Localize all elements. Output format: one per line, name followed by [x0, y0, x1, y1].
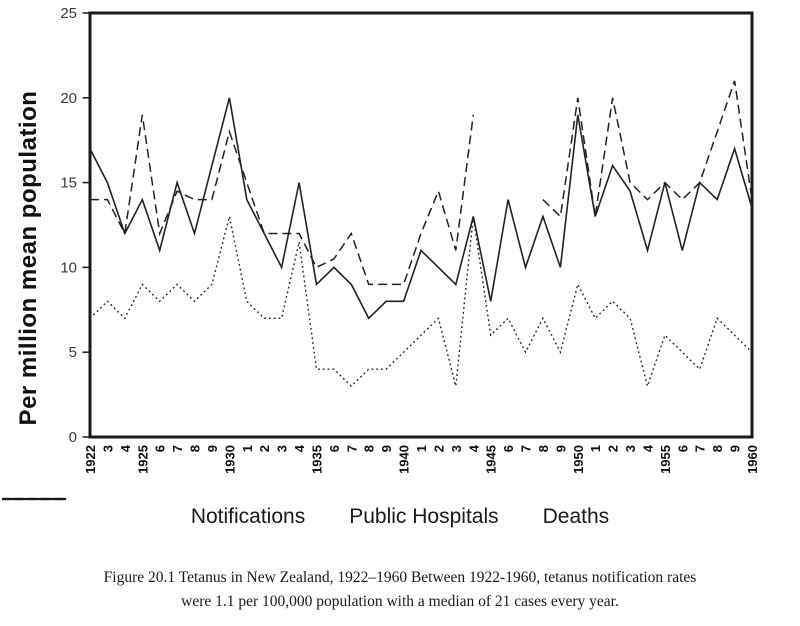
x-tick-label: 1945	[484, 445, 499, 474]
x-tick-label: 6	[675, 445, 690, 452]
public-hospitals-line	[90, 114, 475, 286]
legend-item-notifications: Notifications	[2, 497, 306, 529]
x-tick-label: 2	[431, 445, 446, 452]
x-tick-label: 3	[623, 445, 638, 452]
y-tick-label: 10	[60, 259, 77, 276]
x-tick-label: 4	[466, 444, 481, 452]
x-tick-label: 2	[257, 445, 272, 452]
y-axis-title: Per million mean population	[15, 91, 42, 426]
public-hospitals-line	[542, 80, 753, 219]
x-tick-label: 9	[205, 445, 220, 452]
x-tick-label: 3	[449, 445, 464, 452]
x-tick-label: 6	[153, 445, 168, 452]
x-tick-label: 7	[519, 445, 534, 452]
x-tick-label: 7	[170, 445, 185, 452]
legend-item-deaths: Deaths	[2, 498, 610, 529]
legend-label-public-hospitals: Public Hospitals	[349, 505, 499, 528]
x-tick-label: 8	[536, 445, 551, 452]
x-tick-label: 1960	[745, 445, 760, 474]
deaths-line	[89, 216, 753, 389]
x-tick-label: 1955	[658, 445, 673, 474]
x-tick-label: 1	[588, 445, 603, 452]
dotted-line-swatch	[2, 498, 68, 500]
notifications-line	[89, 97, 753, 320]
caption-line-2: were 1.1 per 100,000 population with a m…	[181, 593, 619, 611]
x-tick-label: 1950	[571, 445, 586, 474]
plot-frame	[88, 11, 754, 439]
x-tick-label: 4	[118, 444, 133, 452]
line-chart: Per million mean population 0 5 10 15 20 25 1…	[15, 5, 760, 474]
x-tick-label: 9	[553, 445, 568, 452]
x-tick-label: 7	[693, 445, 708, 452]
y-axis-ticks: 0 5 10 15 20 25	[60, 5, 89, 446]
y-tick-label: 20	[60, 90, 77, 107]
x-axis-ticks: 1922 3 4 1925 6 7 8 9 1930 1 2 3 4 1935 6 7 8 9 1940 1 2 3 4 19…	[83, 444, 760, 474]
y-tick-label: 25	[60, 5, 77, 22]
x-tick-label: 1930	[222, 445, 237, 474]
x-tick-label: 8	[362, 445, 377, 452]
x-tick-label: 6	[501, 445, 516, 452]
legend-label-deaths: Deaths	[542, 505, 610, 528]
x-tick-label: 1922	[83, 445, 98, 474]
x-tick-label: 1925	[135, 445, 150, 474]
legend-label-notifications: Notifications	[190, 505, 306, 528]
y-tick-label: 0	[69, 429, 77, 446]
x-tick-label: 7	[344, 445, 359, 452]
x-tick-label: 1940	[397, 445, 412, 474]
y-tick-label: 5	[69, 344, 77, 361]
x-tick-label: 1	[240, 445, 255, 452]
x-tick-label: 2	[606, 445, 621, 452]
legend: Notifications Public Hospitals Deaths	[0, 494, 800, 540]
x-tick-label: 1	[414, 445, 429, 452]
x-tick-label: 4	[641, 444, 656, 452]
y-tick-label: 15	[60, 175, 77, 192]
figure-caption: Figure 20.1 Tetanus in New Zealand, 1922…	[0, 566, 800, 614]
legend-item-public-hospitals: Public Hospitals	[2, 497, 499, 529]
x-tick-label: 3	[100, 445, 115, 452]
x-tick-label: 8	[710, 445, 725, 452]
caption-line-1: Figure 20.1 Tetanus in New Zealand, 1922…	[103, 569, 697, 586]
x-tick-label: 8	[188, 445, 203, 452]
x-tick-label: 3	[275, 445, 290, 452]
x-tick-label: 6	[327, 445, 342, 452]
x-tick-label: 9	[728, 445, 743, 452]
chart-series	[89, 80, 753, 389]
x-tick-label: 9	[379, 445, 394, 452]
x-tick-label: 4	[292, 444, 307, 452]
x-tick-label: 1935	[310, 445, 325, 474]
